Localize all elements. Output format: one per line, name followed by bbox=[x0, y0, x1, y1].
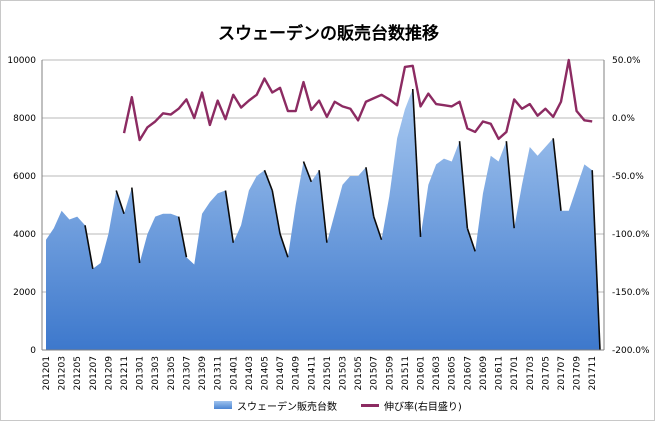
x-tick-label: 201303 bbox=[151, 356, 161, 390]
chart-legend: スウェーデン販売台数 伸び率(右目盛り) bbox=[214, 397, 486, 413]
x-tick-label: 201707 bbox=[557, 356, 567, 390]
x-tick-label: 201603 bbox=[432, 356, 442, 390]
area-drop-edge bbox=[302, 161, 313, 183]
x-tick-label: 201405 bbox=[260, 356, 270, 390]
area-drop-edge bbox=[263, 169, 274, 191]
x-tick-label: 201507 bbox=[370, 356, 380, 390]
legend-item-growth: 伸び率(右目盛り) bbox=[361, 398, 462, 413]
area-drop-edge bbox=[411, 88, 422, 237]
x-tick-label: 201203 bbox=[58, 356, 68, 390]
area-drop-edge bbox=[505, 141, 515, 229]
x-tick-label: 201205 bbox=[73, 356, 83, 390]
area-drop-edge bbox=[84, 225, 94, 269]
legend-swatch-area bbox=[214, 401, 232, 409]
x-tick-label: 201309 bbox=[198, 356, 208, 391]
area-drop-edge bbox=[458, 141, 469, 229]
area-drop-edge bbox=[372, 216, 383, 241]
x-tick-label: 201503 bbox=[339, 356, 349, 390]
y-right-tick-label: 0.0% bbox=[612, 114, 635, 124]
x-tick-label: 201607 bbox=[463, 356, 473, 390]
y-left-tick-label: 10000 bbox=[7, 56, 36, 66]
x-tick-label: 201511 bbox=[401, 356, 411, 390]
chart-title: スウェーデンの販売台数推移 bbox=[218, 24, 439, 44]
y-right-tick-label: -200.0% bbox=[612, 346, 650, 356]
y-left-tick-label: 4000 bbox=[13, 230, 36, 240]
area-drop-edge bbox=[271, 190, 281, 235]
y-right-tick-label: -50.0% bbox=[612, 172, 644, 182]
area-drop-edge bbox=[365, 167, 375, 217]
x-tick-label: 201703 bbox=[526, 356, 536, 390]
y-left-tick-label: 0 bbox=[30, 346, 36, 356]
legend-item-sales: スウェーデン販売台数 bbox=[214, 398, 337, 413]
x-tick-label: 201411 bbox=[307, 356, 317, 390]
x-tick-label: 201605 bbox=[448, 356, 458, 390]
series-line-growth bbox=[122, 58, 593, 142]
x-tick-label: 201403 bbox=[245, 356, 255, 390]
x-tick-label: 201709 bbox=[573, 356, 583, 391]
y-left-tick-label: 6000 bbox=[13, 172, 36, 182]
x-tick-label: 201211 bbox=[120, 356, 130, 390]
x-tick-label: 201201 bbox=[42, 356, 52, 390]
area-drop-edge bbox=[552, 138, 562, 211]
x-tick-label: 201611 bbox=[495, 356, 505, 390]
x-tick-label: 201505 bbox=[354, 356, 364, 390]
area-drop-edge bbox=[466, 227, 476, 252]
area-drop-edge bbox=[177, 216, 188, 258]
x-tick-label: 201401 bbox=[229, 356, 239, 390]
y-right-tick-label: 50.0% bbox=[612, 56, 641, 66]
x-tick-label: 201209 bbox=[104, 356, 114, 391]
x-tick-label: 201601 bbox=[417, 356, 427, 390]
x-tick-label: 201301 bbox=[136, 356, 146, 390]
x-tick-label: 201501 bbox=[323, 356, 333, 390]
legend-label-growth: 伸び率(右目盛り) bbox=[384, 401, 462, 413]
x-tick-label: 201311 bbox=[214, 356, 224, 390]
area-drop-edge bbox=[318, 170, 328, 243]
x-tick-label: 201409 bbox=[292, 356, 302, 391]
y-left-tick-label: 8000 bbox=[13, 114, 36, 124]
x-tick-label: 201307 bbox=[182, 356, 192, 390]
area-drop-edge bbox=[279, 233, 289, 258]
area-drop-edge bbox=[224, 190, 235, 243]
legend-swatch-line bbox=[361, 403, 379, 407]
x-tick-label: 201609 bbox=[479, 356, 489, 391]
y-right-tick-label: -100.0% bbox=[612, 230, 650, 240]
x-tick-label: 201705 bbox=[541, 356, 551, 390]
area-drop-edge bbox=[115, 190, 125, 214]
x-tick-label: 201407 bbox=[276, 356, 286, 390]
x-tick-label: 201509 bbox=[385, 356, 395, 391]
y-right-tick-label: -150.0% bbox=[612, 288, 650, 298]
legend-label-sales: スウェーデン販売台数 bbox=[237, 401, 337, 413]
x-tick-label: 201305 bbox=[167, 356, 177, 390]
series-area-sales bbox=[46, 89, 600, 350]
x-tick-label: 201207 bbox=[89, 356, 99, 390]
x-tick-label: 201711 bbox=[588, 356, 598, 390]
y-left-tick-label: 2000 bbox=[13, 288, 36, 298]
area-drop-edge bbox=[131, 187, 141, 264]
x-tick-label: 201701 bbox=[510, 356, 520, 390]
area-drop-edge bbox=[591, 170, 601, 351]
